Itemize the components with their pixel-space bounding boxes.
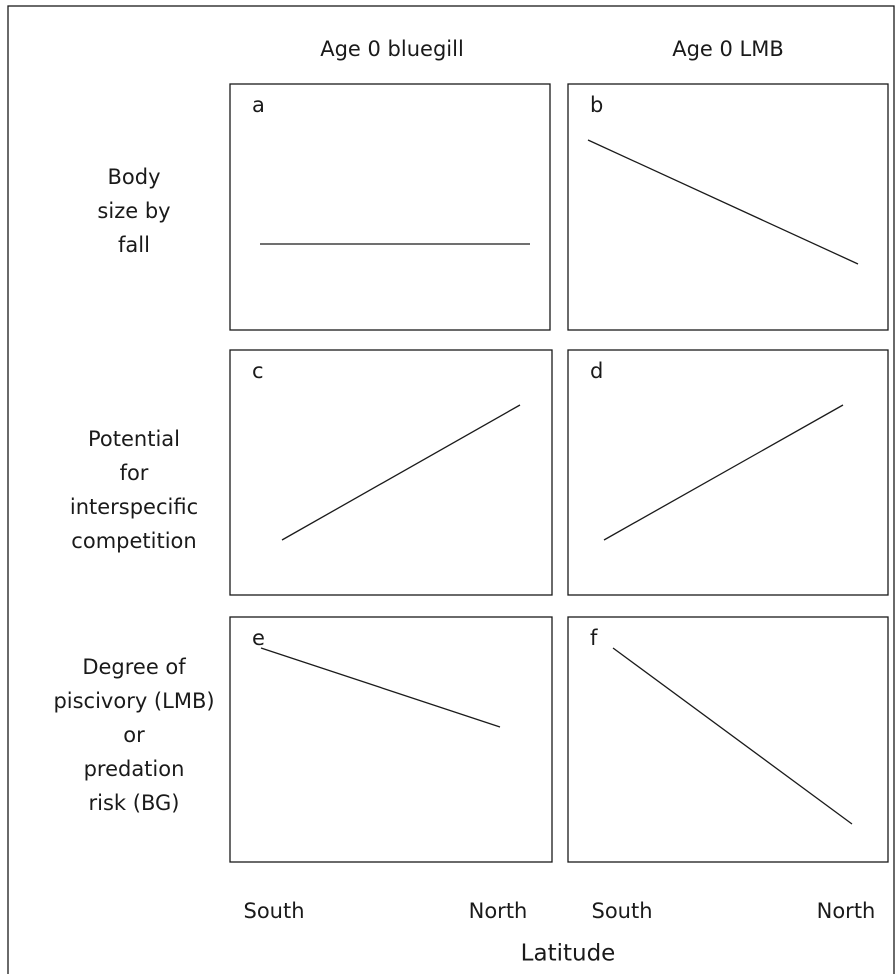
- row-label: predation: [84, 757, 185, 781]
- x-label: South: [591, 899, 652, 923]
- x-label: South: [243, 899, 304, 923]
- trend-line: [260, 647, 501, 728]
- panel: [567, 616, 889, 863]
- panel-letter: f: [590, 626, 598, 650]
- panel-letter: b: [590, 93, 603, 117]
- row-label: piscivory (LMB): [53, 689, 214, 713]
- panel-letter: c: [252, 359, 264, 383]
- row-label: or: [123, 723, 145, 747]
- column-header: Age 0 bluegill: [320, 37, 464, 61]
- x-label: North: [469, 899, 528, 923]
- trend-line: [587, 139, 859, 265]
- row-label: risk (BG): [89, 791, 180, 815]
- row-label: Body: [107, 165, 160, 189]
- x-title: Latitude: [521, 941, 616, 967]
- row-label: Degree of: [82, 655, 186, 679]
- panel: [567, 83, 889, 331]
- row-label: size by: [97, 199, 170, 223]
- panel-letter: e: [252, 626, 265, 650]
- column-header: Age 0 LMB: [672, 37, 784, 61]
- trend-line: [281, 404, 521, 541]
- trend-line: [612, 647, 853, 825]
- row-label: Potential: [88, 427, 180, 451]
- row-label: competition: [71, 529, 196, 553]
- panel: [567, 349, 889, 596]
- panel-letter: a: [252, 93, 265, 117]
- panel: [229, 83, 551, 331]
- row-label: interspecific: [70, 495, 198, 519]
- row-label: for: [120, 461, 149, 485]
- panel-letter: d: [590, 359, 603, 383]
- x-label: North: [817, 899, 876, 923]
- panel: [229, 616, 553, 863]
- outer-border: [7, 5, 895, 974]
- row-label: fall: [118, 233, 150, 257]
- panel: [229, 349, 553, 596]
- trend-line: [603, 404, 844, 541]
